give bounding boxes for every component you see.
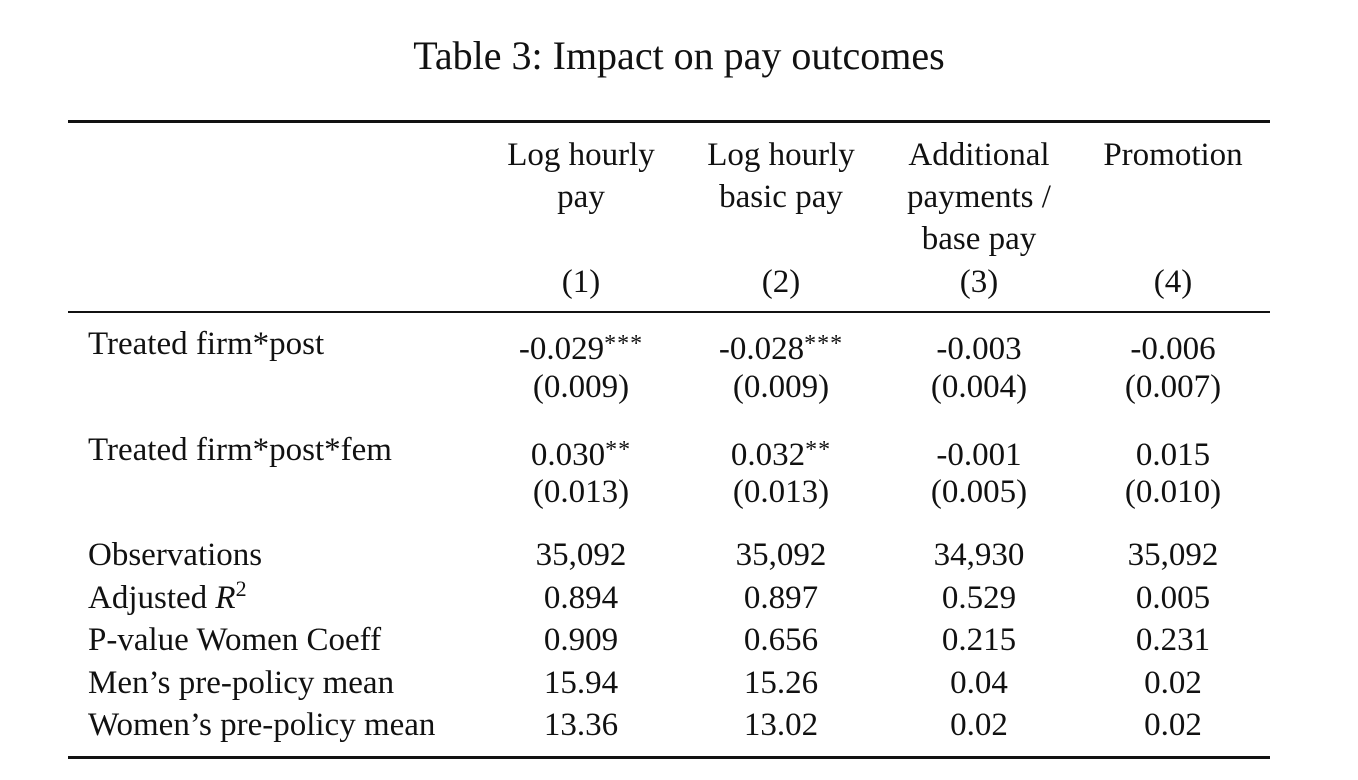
coef-cell: -0.001 [879,429,1079,476]
coef-cell: 0.032** [681,429,881,476]
stat-cell: 0.897 [743,580,819,616]
coef-cell: -0.028*** [681,323,881,370]
column-header-line: Additional [908,137,1050,173]
se-cell: (0.005) [930,474,1028,510]
bottom-rule [68,756,1270,759]
column-header-line: payments / [907,179,1051,215]
se-cell: (0.009) [532,369,630,405]
stat-cell: 0.02 [1144,707,1202,743]
coef-cell: -0.029*** [481,323,681,370]
top-rule [68,120,1270,123]
column-header-line: basic pay [719,179,843,215]
column-header-line: base pay [921,221,1037,257]
column-header-line: Log hourly [707,137,855,173]
row-label-adjusted-r2: Adjusted R2 [88,577,247,619]
stat-cell: 0.02 [1144,665,1202,701]
se-cell: (0.013) [732,474,830,510]
column-header-line: Log hourly [507,137,655,173]
coef-cell: -0.006 [1073,323,1273,370]
se-cell: (0.013) [532,474,630,510]
stat-cell: 0.02 [950,707,1008,743]
column-header-line: Promotion [1103,137,1243,173]
se-cell: (0.004) [930,369,1028,405]
math-symbol: R [215,580,236,616]
stat-cell: 13.02 [743,707,819,743]
coef-value: 0.015 [1135,437,1211,473]
row-label-women-mean: Women’s pre-policy mean [88,707,436,743]
column-header-2: Log hourly basic pay [681,134,881,218]
stat-cell: 0.04 [950,665,1008,701]
stat-cell: 0.894 [543,580,619,616]
coef-value: -0.006 [1130,331,1216,367]
stat-cell: 0.529 [941,580,1017,616]
superscript: 2 [235,576,247,601]
row-label-men-mean: Men’s pre-policy mean [88,665,395,701]
table-title: Table 3: Impact on pay outcomes [413,33,945,78]
se-cell: (0.010) [1124,474,1222,510]
header-rule [68,311,1270,313]
stat-cell: 0.215 [941,622,1017,658]
coef-value: -0.003 [936,331,1022,367]
coef-value: 0.032 [730,437,806,473]
row-label-pvalue: P-value Women Coeff [88,622,382,658]
coef-cell: -0.003 [879,323,1079,370]
column-header-1: Log hourly pay [481,134,681,218]
significance-stars: *** [604,331,644,357]
stat-cell: 0.005 [1135,580,1211,616]
row-label-treated-post-fem: Treated firm*post*fem [88,432,392,468]
significance-stars: *** [804,331,844,357]
column-number-1: (1) [561,264,601,300]
row-label-observations: Observations [88,537,263,573]
column-number-4: (4) [1153,264,1193,300]
row-label-text: Adjusted [88,580,216,616]
coef-value: 0.030 [530,437,606,473]
coef-value: -0.001 [936,437,1022,473]
coef-cell: 0.015 [1073,429,1273,476]
stat-cell: 15.26 [743,665,819,701]
stat-cell: 35,092 [735,537,827,573]
stat-cell: 13.36 [543,707,619,743]
stat-cell: 15.94 [543,665,619,701]
coef-value: -0.028 [718,331,805,367]
column-number-2: (2) [761,264,801,300]
stat-cell: 0.656 [743,622,819,658]
column-header-4: Promotion [1073,134,1273,176]
stat-cell: 0.909 [543,622,619,658]
se-cell: (0.009) [732,369,830,405]
se-cell: (0.007) [1124,369,1222,405]
coef-value: -0.029 [518,331,605,367]
coef-cell: 0.030** [481,429,681,476]
column-header-line: pay [557,179,605,215]
row-label-treated-post: Treated firm*post [88,326,325,362]
column-number-3: (3) [959,264,999,300]
significance-stars: ** [605,437,632,463]
stat-cell: 35,092 [1127,537,1219,573]
column-header-3: Additional payments / base pay [879,134,1079,260]
significance-stars: ** [805,437,832,463]
stat-cell: 0.231 [1135,622,1211,658]
stat-cell: 34,930 [933,537,1025,573]
stat-cell: 35,092 [535,537,627,573]
